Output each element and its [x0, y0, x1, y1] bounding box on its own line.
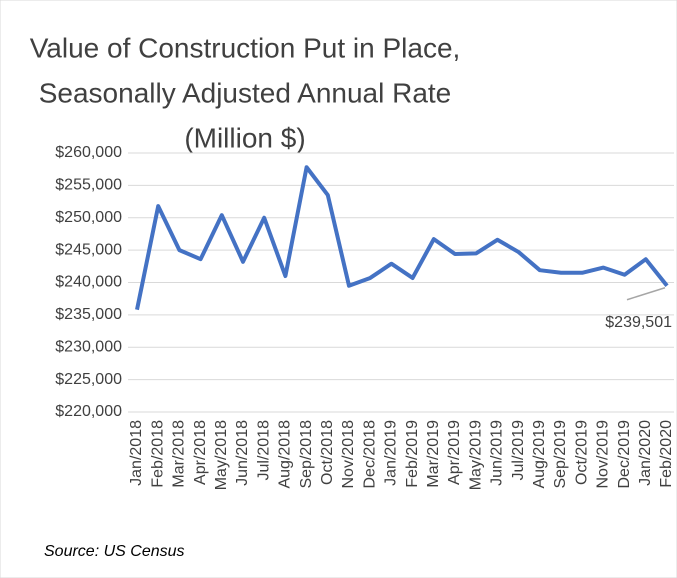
y-tick-label: $245,000 [55, 241, 122, 258]
x-tick-label: Apr/2019 [446, 420, 463, 485]
label-leader [626, 287, 666, 301]
chart-title: (Million $) [184, 122, 305, 153]
chart-title: Value of Construction Put in Place, [30, 32, 461, 63]
x-tick-label: Feb/2019 [404, 420, 421, 488]
y-tick-label: $225,000 [55, 371, 122, 388]
x-tick-label: Feb/2020 [658, 420, 675, 488]
x-tick-label: Dec/2019 [616, 420, 633, 489]
x-tick-label: Oct/2019 [573, 420, 590, 485]
data-line [135, 165, 669, 311]
x-tick-label: Sep/2018 [298, 420, 315, 489]
x-tick-label: Apr/2018 [192, 420, 209, 485]
x-tick-label: Nov/2018 [340, 420, 357, 489]
x-tick-label: Jun/2019 [489, 420, 506, 486]
y-tick-label: $230,000 [55, 338, 122, 355]
chart-title: Seasonally Adjusted Annual Rate [39, 77, 452, 108]
y-tick-label: $260,000 [55, 144, 122, 161]
x-tick-label: Aug/2019 [531, 420, 548, 489]
y-tick-label: $255,000 [55, 177, 122, 194]
y-tick-label: $240,000 [55, 274, 122, 291]
x-tick-label: Dec/2018 [361, 420, 378, 489]
y-tick-label: $220,000 [55, 403, 122, 420]
x-tick-label: Jul/2018 [255, 420, 272, 481]
x-tick-label: Sep/2019 [552, 420, 569, 489]
source-note: Source: US Census [44, 543, 185, 560]
y-tick-label: $250,000 [55, 209, 122, 226]
x-tick-label: Jan/2019 [383, 420, 400, 486]
x-tick-label: May/2019 [467, 420, 484, 490]
x-tick-label: Jan/2018 [128, 420, 145, 486]
y-tick-label: $235,000 [55, 306, 122, 323]
x-tick-label: May/2018 [213, 420, 230, 490]
x-tick-label: Mar/2018 [171, 420, 188, 488]
x-tick-label: Jul/2019 [510, 420, 527, 481]
x-tick-label: Nov/2019 [595, 420, 612, 489]
x-tick-label: Oct/2018 [319, 420, 336, 485]
x-tick-label: Jun/2018 [234, 420, 251, 486]
x-tick-label: Aug/2018 [277, 420, 294, 489]
x-tick-label: Jan/2020 [637, 420, 654, 486]
data-label: $239,501 [605, 314, 672, 331]
x-tick-label: Feb/2018 [149, 420, 166, 488]
x-tick-label: Mar/2019 [425, 420, 442, 488]
